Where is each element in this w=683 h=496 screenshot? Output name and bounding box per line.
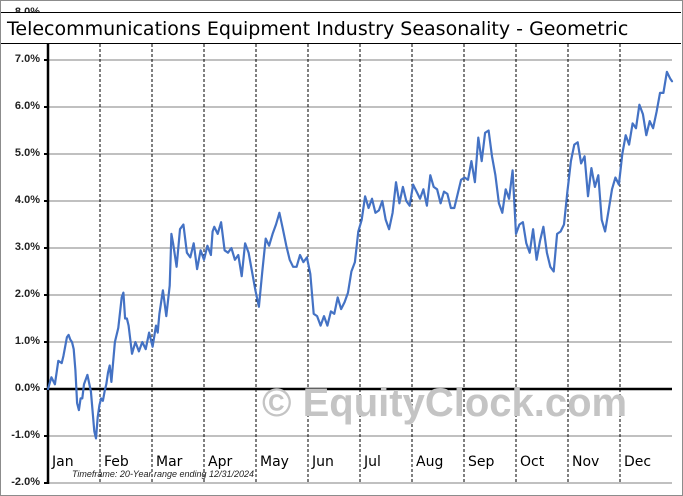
y-tick-label: 5.0% — [14, 147, 40, 159]
y-tick-label: 6.0% — [14, 100, 40, 112]
month-label-aug: Aug — [416, 454, 444, 470]
timeframe-note: Timeframe: 20-Year range ending 12/31/20… — [72, 469, 255, 479]
month-label-jul: Jul — [364, 454, 381, 470]
month-label-nov: Nov — [572, 454, 600, 470]
month-label-jun: Jun — [312, 454, 334, 470]
month-label-oct: Oct — [520, 454, 545, 470]
month-label-dec: Dec — [624, 454, 652, 470]
y-tick-label: 4.0% — [14, 194, 40, 206]
y-tick-label: 1.0% — [14, 335, 40, 347]
month-label-sep: Sep — [468, 454, 495, 470]
month-label-feb: Feb — [104, 454, 129, 470]
chart-title: Telecommunications Equipment Industry Se… — [1, 12, 681, 44]
month-label-jan: Jan — [52, 454, 74, 470]
y-tick-label: -2.0% — [11, 476, 40, 488]
seasonality-line — [46, 70, 674, 440]
y-tick-label: 0.0% — [14, 382, 40, 394]
y-tick-label: 3.0% — [14, 241, 40, 253]
y-tick-label: -1.0% — [11, 429, 40, 441]
month-label-apr: Apr — [208, 454, 233, 470]
month-label-may: May — [260, 454, 289, 470]
y-tick-label: 2.0% — [14, 288, 40, 300]
watermark: © EquityClock.com — [262, 381, 628, 425]
month-label-mar: Mar — [156, 454, 183, 470]
y-tick-label: 7.0% — [14, 53, 40, 65]
